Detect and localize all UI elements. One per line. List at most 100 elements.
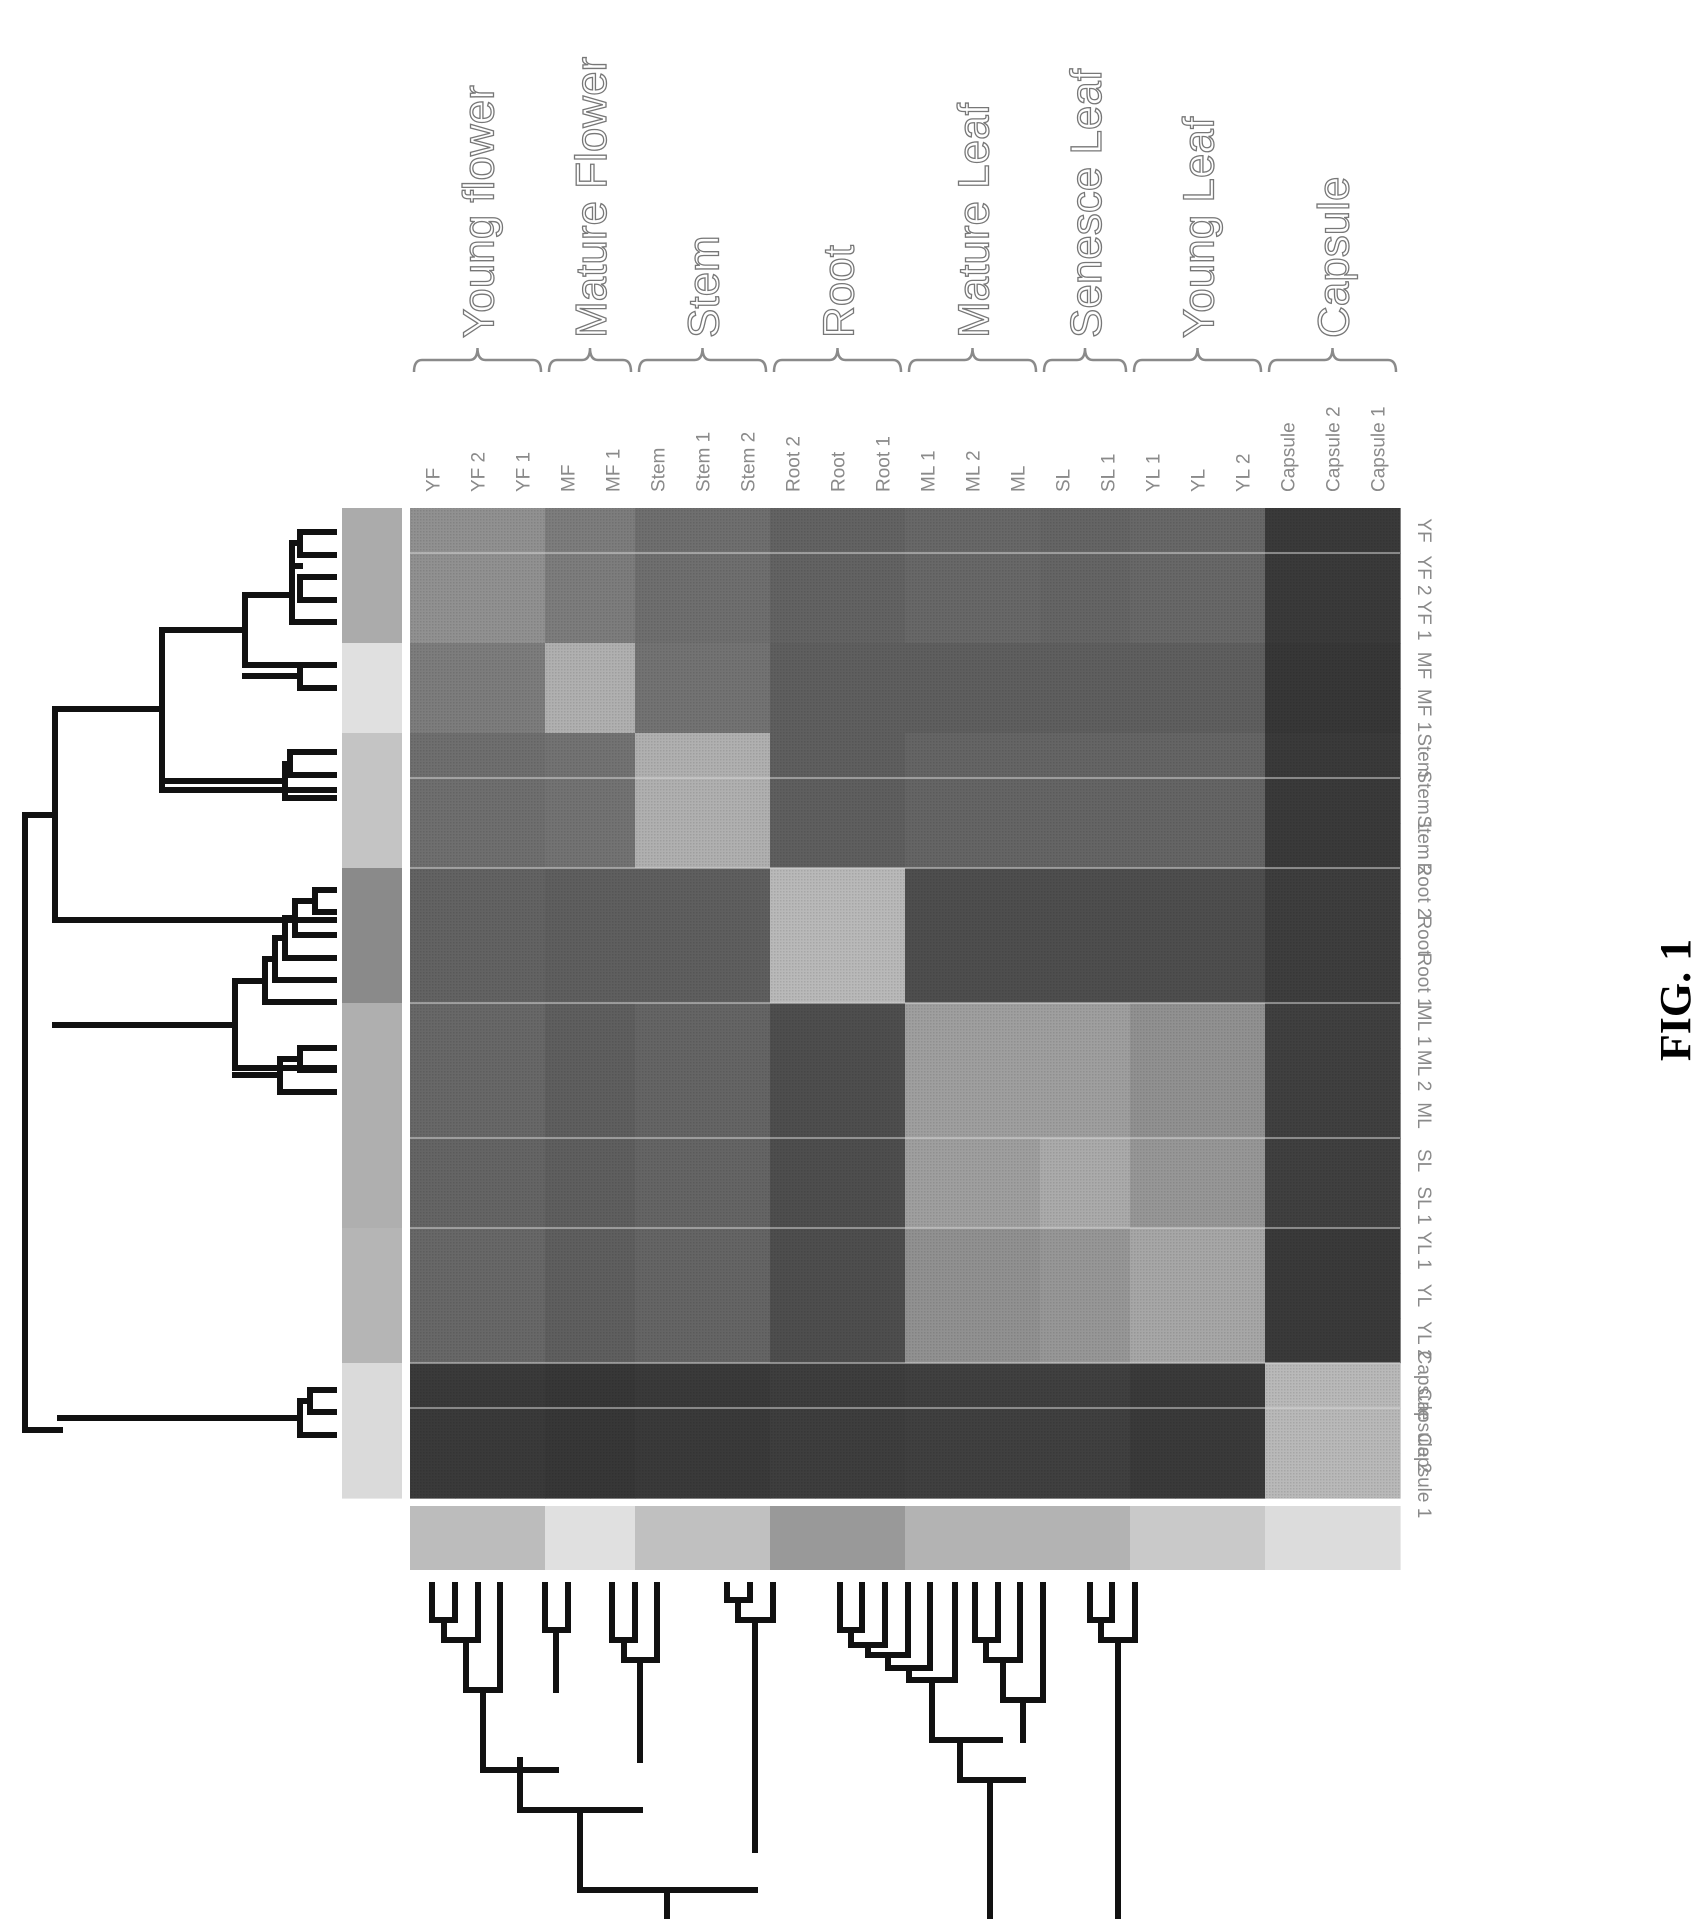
top-sample-label: MF bbox=[559, 465, 580, 492]
group-label: Mature Leaf bbox=[950, 102, 999, 338]
top-sample-label: Stem bbox=[649, 448, 670, 492]
group-label: Capsule bbox=[1310, 177, 1359, 338]
bottom-strip-cell bbox=[905, 1506, 951, 1570]
top-sample-label: ML 2 bbox=[964, 450, 985, 492]
group-brace bbox=[1267, 347, 1398, 373]
top-sample-label: YF 2 bbox=[469, 452, 490, 492]
side-strip-cell bbox=[342, 1318, 402, 1364]
top-sample-label: ML 1 bbox=[919, 450, 940, 492]
side-strip-cell bbox=[342, 598, 402, 644]
top-sample-label: Root 2 bbox=[784, 436, 805, 492]
side-strip-cell bbox=[342, 913, 402, 959]
side-strip-cell bbox=[342, 1228, 402, 1274]
top-sample-label: Stem 2 bbox=[739, 432, 760, 492]
side-strip-cell bbox=[342, 688, 402, 734]
bottom-strip-cell bbox=[1220, 1506, 1266, 1570]
side-strip-cell bbox=[342, 1183, 402, 1229]
side-strip-cell bbox=[342, 1138, 402, 1184]
side-sample-label: MF bbox=[1413, 652, 1434, 679]
bottom-strip-cell bbox=[1040, 1506, 1086, 1570]
top-sample-label: ML bbox=[1009, 466, 1030, 492]
side-sample-label: Root bbox=[1413, 915, 1434, 956]
bottom-strip-cell bbox=[1175, 1506, 1221, 1570]
side-strip-cell bbox=[342, 958, 402, 1004]
side-strip-cell bbox=[342, 1363, 402, 1409]
side-sample-label: ML 2 bbox=[1413, 1050, 1434, 1092]
top-sample-label: YL bbox=[1189, 469, 1210, 492]
side-sample-label: YF bbox=[1413, 518, 1434, 542]
bottom-strip-cell bbox=[1310, 1506, 1356, 1570]
side-strip-cell bbox=[342, 1453, 402, 1499]
group-braces bbox=[412, 347, 1398, 373]
group-brace bbox=[547, 347, 633, 373]
bottom-strip-cell bbox=[635, 1506, 681, 1570]
top-sample-label: YL 2 bbox=[1234, 454, 1255, 492]
side-strip-cell bbox=[342, 868, 402, 914]
bottom-dendrogram-branches bbox=[429, 1582, 1138, 1919]
side-strip-cell bbox=[342, 823, 402, 869]
group-label: Young Leaf bbox=[1175, 116, 1224, 338]
group-label: Stem bbox=[680, 235, 729, 338]
side-sample-label: SL 1 bbox=[1413, 1186, 1434, 1224]
top-sample-label: SL 1 bbox=[1099, 454, 1120, 492]
left-dendrogram bbox=[22, 529, 337, 1438]
group-brace bbox=[1132, 347, 1263, 373]
bottom-strip-cell bbox=[590, 1506, 636, 1570]
group-label: Senesce Leaf bbox=[1062, 68, 1111, 338]
bottom-strip-cell bbox=[1085, 1506, 1131, 1570]
bottom-strip-cell bbox=[770, 1506, 816, 1570]
top-sample-labels: YF YF 2 YF 1 MF MF 1 Stem Stem 1 Stem 2 Root 2 Ro… bbox=[424, 406, 1390, 492]
figure-label: FIG. 1 bbox=[1651, 939, 1700, 1061]
bottom-strip-cell bbox=[545, 1506, 591, 1570]
side-strip-cell bbox=[342, 643, 402, 689]
heatmap-gridlines bbox=[410, 552, 1400, 1409]
group-brace bbox=[772, 347, 903, 373]
bottom-strip-cell bbox=[1265, 1506, 1311, 1570]
side-sample-label: Stem 1 bbox=[1413, 770, 1434, 830]
top-sample-label: SL bbox=[1054, 469, 1075, 492]
bottom-strip-cell bbox=[950, 1506, 996, 1570]
side-sample-label: YL 2 bbox=[1413, 1321, 1434, 1359]
side-strip-cell bbox=[342, 1048, 402, 1094]
side-sample-label: Stem 2 bbox=[1413, 815, 1434, 875]
side-strip-cell bbox=[342, 733, 402, 779]
side-sample-label: ML 1 bbox=[1413, 1005, 1434, 1047]
group-brace bbox=[1042, 347, 1128, 373]
side-sample-label: Capsule 1 bbox=[1413, 1433, 1434, 1519]
bottom-strip-cell bbox=[1355, 1506, 1401, 1570]
top-sample-label: YF 1 bbox=[514, 452, 535, 492]
side-sample-label: ML bbox=[1413, 1102, 1434, 1128]
side-sample-label: YF 2 bbox=[1413, 555, 1434, 595]
bottom-strip-cell bbox=[995, 1506, 1041, 1570]
left-dendrogram-branches bbox=[22, 529, 337, 1438]
top-sample-label: Capsule bbox=[1279, 422, 1300, 492]
top-sample-label: Root bbox=[829, 451, 850, 492]
bottom-strip-cell bbox=[680, 1506, 726, 1570]
side-sample-label: Stem bbox=[1413, 733, 1434, 777]
top-sample-label: MF 1 bbox=[604, 449, 625, 492]
group-label: Young flower bbox=[455, 85, 504, 338]
group-labels: Young flower Mature Flower Stem Root Mature … bbox=[454, 56, 1359, 338]
side-strip-cell bbox=[342, 1093, 402, 1139]
side-sample-label: SL bbox=[1413, 1149, 1434, 1172]
bottom-strip-cell bbox=[455, 1506, 501, 1570]
bottom-strip-cell bbox=[725, 1506, 771, 1570]
top-sample-label: YF bbox=[424, 468, 445, 492]
bottom-dendrogram bbox=[429, 1582, 1138, 1919]
side-sample-label: Root 1 bbox=[1413, 953, 1434, 1009]
side-sample-label: Root 2 bbox=[1413, 863, 1434, 919]
bottom-strip-cell bbox=[410, 1506, 456, 1570]
bottom-strip-cell bbox=[860, 1506, 906, 1570]
side-sample-label: MF 1 bbox=[1413, 689, 1434, 732]
top-sample-label: Capsule 1 bbox=[1369, 406, 1390, 492]
group-label: Root bbox=[815, 245, 864, 338]
side-sample-label: YL 1 bbox=[1413, 1231, 1434, 1269]
side-sample-label: Capsule 2 bbox=[1413, 1388, 1434, 1474]
bottom-strip-cell bbox=[815, 1506, 861, 1570]
side-color-strip bbox=[342, 508, 402, 1499]
group-brace bbox=[412, 347, 543, 373]
top-sample-label: Root 1 bbox=[874, 436, 895, 492]
group-brace bbox=[907, 347, 1038, 373]
